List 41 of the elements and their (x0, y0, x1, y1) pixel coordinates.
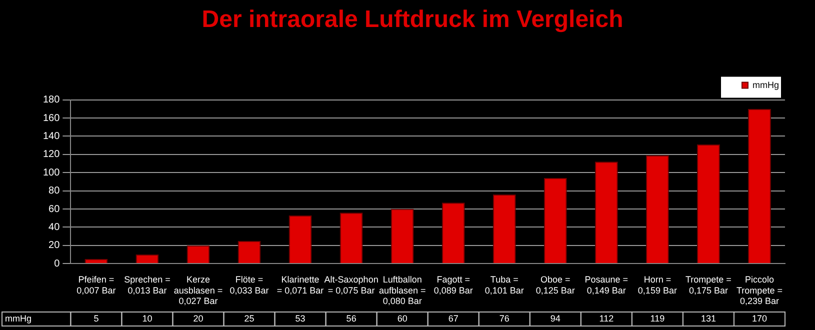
x-tick-label: Oboe = 0,125 Bar (536, 274, 575, 296)
y-tick-label: 60 (48, 204, 60, 215)
x-tick-label: Posaune = 0,149 Bar (584, 274, 628, 296)
data-label: 94 (550, 313, 560, 324)
x-tick-label: Pfeifen = 0,007 Bar (76, 274, 116, 296)
x-tick-label: Piccolo Trompete = 0,239 Bar (736, 274, 782, 306)
data-label: 10 (142, 313, 152, 324)
y-tick-label: 0 (54, 258, 60, 270)
x-tick-label: Fagott = 0,089 Bar (434, 274, 473, 296)
y-tick-label: 100 (42, 167, 60, 178)
x-tick-label: Sprechen = 0,013 Bar (124, 274, 170, 296)
x-tick-label: Alt-Saxophon = 0,075 Bar (324, 274, 378, 296)
y-tick-label: 40 (48, 222, 60, 233)
data-label: 5 (94, 313, 99, 324)
y-tick-label: 160 (42, 112, 60, 124)
x-tick-label: Tuba = 0,101 Bar (484, 274, 524, 296)
y-tick-label: 120 (42, 149, 60, 160)
x-tick-label: Luftballon aufblasen = 0,080 Bar (378, 274, 426, 306)
x-tick-label: Kerze ausblasen = 0,027 Bar (174, 274, 223, 306)
text: mmHg (5, 313, 32, 324)
data-label: 60 (397, 313, 408, 324)
legend-label: mmHg (752, 80, 779, 90)
x-tick-label: Trompete = 0,175 Bar (685, 274, 732, 296)
y-tick-label: 80 (48, 186, 60, 197)
data-label: 112 (599, 313, 614, 324)
data-label: 53 (295, 313, 306, 324)
y-tick-label: 180 (42, 94, 60, 106)
data-label: 76 (499, 313, 510, 324)
data-label: 67 (448, 313, 458, 324)
data-label: 56 (346, 313, 356, 324)
data-label: 170 (752, 313, 768, 324)
data-label: 25 (244, 313, 254, 324)
chart-title: Der intraorale Luftdruck im Vergleich (202, 6, 624, 34)
x-tick-label: Horn = 0,159 Bar (638, 274, 677, 296)
y-tick-label: 20 (48, 240, 60, 252)
y-tick-label: 140 (42, 130, 60, 142)
data-label: 131 (700, 313, 716, 324)
data-label: 20 (193, 313, 204, 324)
data-label: 119 (650, 313, 665, 324)
x-tick-label: Klarinette = 0,071 Bar (276, 274, 324, 296)
x-tick-label: Flöte = 0,033 Bar (230, 274, 269, 296)
